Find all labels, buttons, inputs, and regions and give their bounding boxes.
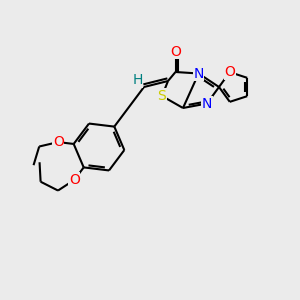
Text: O: O: [69, 173, 80, 187]
Text: H: H: [132, 74, 142, 87]
Text: O: O: [53, 135, 64, 149]
Text: N: N: [194, 67, 204, 80]
Text: S: S: [158, 89, 166, 103]
Text: O: O: [170, 45, 181, 58]
Text: N: N: [202, 97, 212, 110]
Text: O: O: [224, 65, 235, 79]
